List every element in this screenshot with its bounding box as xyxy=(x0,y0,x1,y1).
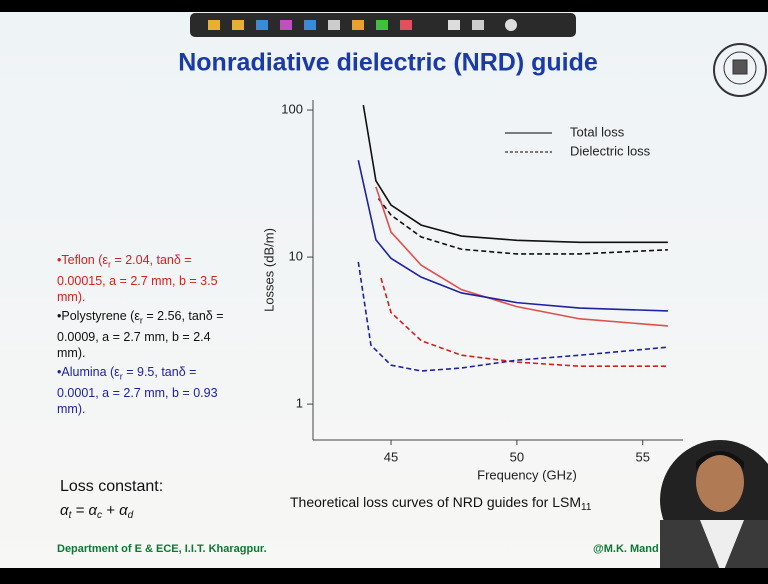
y-axis-label: Losses (dB/m) xyxy=(261,228,276,312)
x-tick-label: 50 xyxy=(510,449,524,464)
material-prefix: •Polystyrene (ε xyxy=(57,309,140,323)
y-tick-label: 1 xyxy=(296,396,303,411)
footer-left: Department of E & ECE, I.I.T. Kharagpur. xyxy=(57,543,267,555)
loss-formula: αt = αc + αd xyxy=(60,502,134,521)
x-tick-label: 45 xyxy=(384,449,398,464)
y-tick-label: 10 xyxy=(289,249,303,264)
material-note: •Polystyrene (εr = 2.56, tanδ = 0.0009, … xyxy=(57,308,239,361)
formula-base: + α xyxy=(102,502,128,519)
toolbar xyxy=(190,13,576,37)
x-axis-label: Frequency (GHz) xyxy=(477,467,577,482)
footer-right: @M.K. Mand xyxy=(593,543,659,555)
legend-label: Total loss xyxy=(570,124,625,139)
material-note: •Alumina (εr = 9.5, tanδ = 0.0001, a = 2… xyxy=(57,364,239,417)
material-prefix: •Teflon (ε xyxy=(57,253,108,267)
formula-sub: d xyxy=(128,510,134,521)
formula-base: = α xyxy=(71,502,97,519)
material-prefix: •Alumina (ε xyxy=(57,365,120,379)
caption-sub: 11 xyxy=(581,502,592,513)
bottom-bar xyxy=(0,568,768,584)
page: Nonradiative dielectric (NRD) guide Depa… xyxy=(0,0,768,584)
slide-title: Nonradiative dielectric (NRD) guide xyxy=(178,49,598,77)
y-tick-label: 100 xyxy=(281,101,303,116)
loss-constant-label: Loss constant: xyxy=(60,478,163,495)
x-tick-label: 55 xyxy=(635,449,649,464)
legend-label: Dielectric loss xyxy=(570,143,651,158)
material-note: •Teflon (εr = 2.04, tanδ = 0.00015, a = … xyxy=(57,252,239,305)
caption-text: Theoretical loss curves of NRD guides fo… xyxy=(290,494,581,510)
presenter xyxy=(660,440,768,575)
